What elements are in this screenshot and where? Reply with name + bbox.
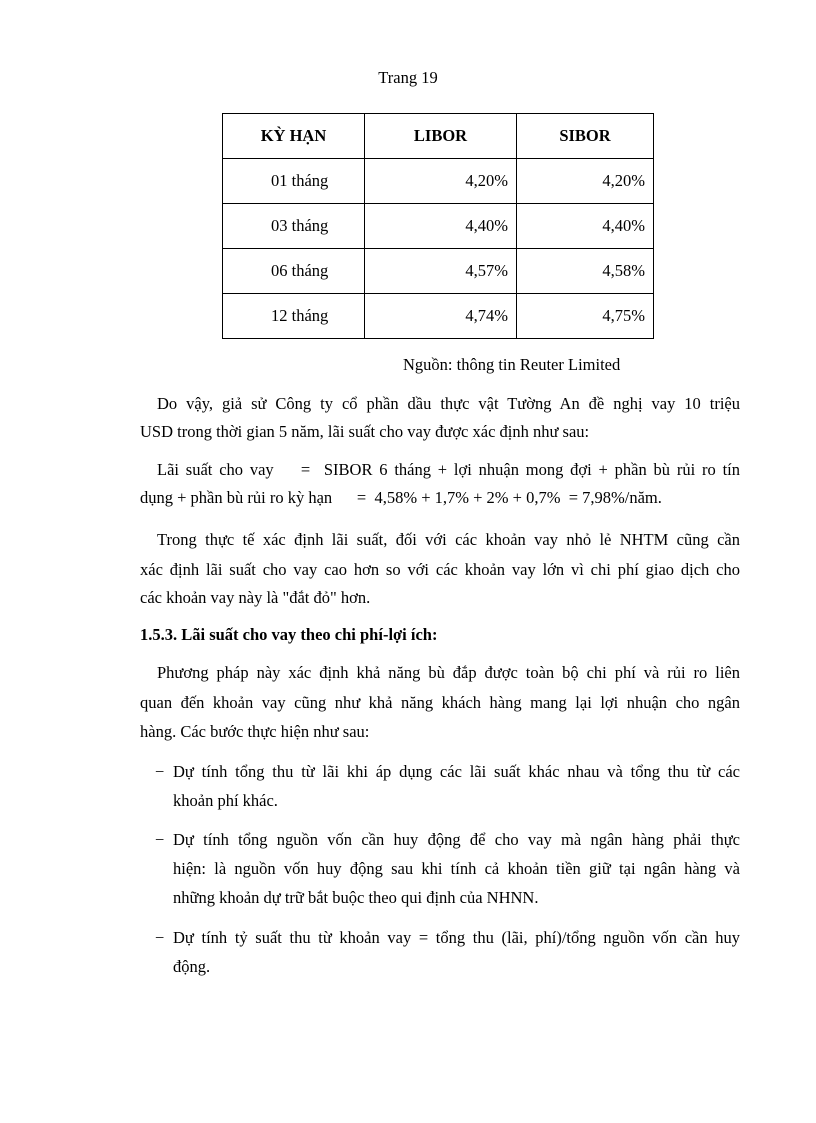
sibor-cell: 4,20% (516, 158, 654, 204)
page-number: Trang 19 (378, 68, 438, 87)
paragraph-line: quan đến khoản vay cũng như khả năng khá… (140, 693, 740, 712)
table-source: Nguồn: thông tin Reuter Limited (403, 355, 621, 374)
libor-cell: 4,74% (364, 293, 517, 339)
table-row: 01 tháng 4,20% 4,20% (222, 158, 654, 204)
bullet-line: động. (173, 957, 211, 976)
bullet-dash: − (155, 762, 165, 781)
bullet-line: những khoản dự trữ bắt buộc theo qui địn… (173, 888, 539, 907)
bullet-line: Dự tính tổng thu từ lãi khi áp dụng các … (173, 762, 740, 781)
bullet-dash: − (155, 928, 165, 947)
bullet-line: Dự tính tổng nguồn vốn cần huy động để c… (173, 830, 740, 849)
table-row: 06 tháng 4,57% 4,58% (222, 248, 654, 294)
table-row: 03 tháng 4,40% 4,40% (222, 203, 654, 249)
term-cell: 12 tháng (222, 293, 365, 339)
sibor-cell: 4,58% (516, 248, 654, 294)
libor-cell: 4,40% (364, 203, 517, 249)
table-row: 12 tháng 4,74% 4,75% (222, 293, 654, 339)
libor-cell: 4,57% (364, 248, 517, 294)
paragraph-line: Trong thực tế xác định lãi suất, đối với… (157, 530, 740, 549)
paragraph-line: các khoản vay này là "đắt đỏ" hơn. (140, 588, 371, 607)
paragraph-line: Do vậy, giả sử Công ty cổ phần dầu thực … (157, 394, 740, 413)
sibor-cell: 4,75% (516, 293, 654, 339)
paragraph-line: hàng. Các bước thực hiện như sau: (140, 722, 370, 741)
term-cell: 03 tháng (222, 203, 365, 249)
rate-table: KỲ HẠN LIBOR SIBOR 01 tháng 4,20% 4,20% 03… (222, 113, 654, 339)
term-cell: 01 tháng (222, 158, 365, 204)
paragraph-line: USD trong thời gian 5 năm, lãi suất cho … (140, 422, 590, 441)
table-header-row: KỲ HẠN LIBOR SIBOR (222, 113, 654, 159)
term-cell: 06 tháng (222, 248, 365, 294)
bullet-dash: − (155, 830, 165, 849)
formula-line: dụng + phần bù rủi ro kỳ hạn = 4,58% + 1… (140, 488, 662, 507)
section-heading: 1.5.3. Lãi suất cho vay theo chi phí-lợi… (140, 625, 438, 644)
formula-line: Lãi suất cho vay = SIBOR 6 tháng + lợi n… (157, 460, 740, 479)
paragraph-line: xác định lãi suất cho vay cao hơn so với… (140, 560, 740, 579)
header-sibor: SIBOR (516, 113, 654, 159)
header-libor: LIBOR (364, 113, 517, 159)
bullet-line: khoản phí khác. (173, 791, 278, 810)
libor-cell: 4,20% (364, 158, 517, 204)
bullet-line: Dự tính tỷ suất thu từ khoản vay = tổng … (173, 928, 740, 947)
bullet-line: hiện: là nguồn vốn huy động sau khi tính… (173, 859, 740, 878)
paragraph-line: Phương pháp này xác định khả năng bù đắp… (157, 663, 740, 682)
header-term: KỲ HẠN (222, 113, 365, 159)
sibor-cell: 4,40% (516, 203, 654, 249)
